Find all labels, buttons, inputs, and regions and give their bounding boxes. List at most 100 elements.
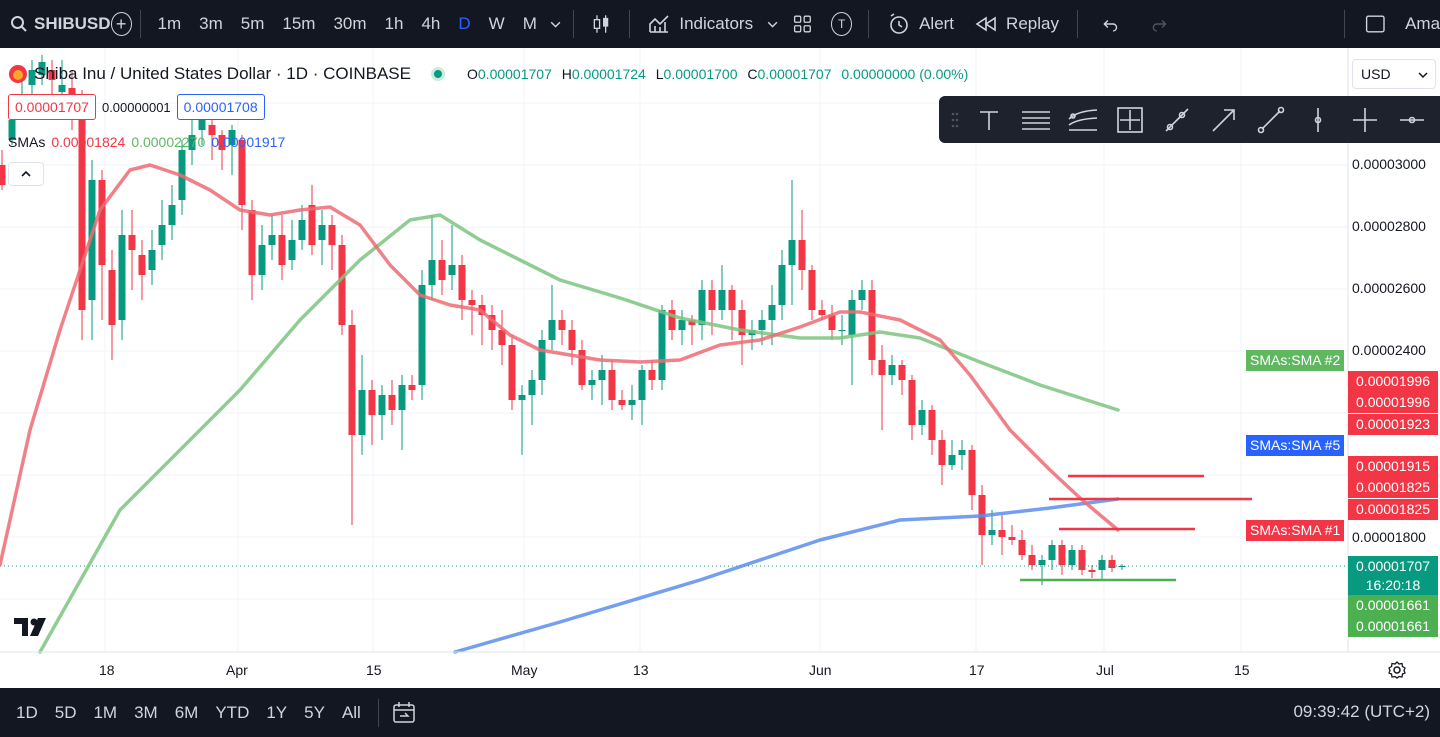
alert-button[interactable]: Alert (877, 12, 964, 36)
candle-body (368, 390, 376, 415)
trendline-icon[interactable] (1247, 96, 1294, 143)
tf-m[interactable]: M (522, 14, 537, 33)
candle-body (468, 300, 476, 305)
symbol-search[interactable]: SHIBUSD (0, 14, 111, 34)
tf-w[interactable]: W (488, 14, 505, 33)
tf-1h[interactable]: 1h (384, 14, 404, 33)
candle-body (768, 305, 776, 320)
candle-body (138, 255, 146, 275)
price-chart[interactable] (0, 48, 1440, 688)
indicators-label: Indicators (679, 14, 754, 33)
candle-body (1118, 566, 1126, 567)
tf-30m[interactable]: 30m (333, 14, 367, 33)
fib-grid-icon[interactable] (1106, 96, 1153, 143)
sma-value-1: 0.00001824 (51, 134, 126, 150)
symbol-legend[interactable]: Shiba Inu / United States Dollar · 1D · … (8, 64, 968, 84)
collapse-legend-button[interactable] (8, 162, 44, 186)
crosshair-line-icon[interactable] (1341, 96, 1388, 143)
range-5y[interactable]: 5Y (304, 702, 325, 722)
candle-body (668, 310, 676, 330)
candle-body (648, 370, 656, 380)
low-value: 0.00001700 (663, 66, 738, 82)
chevron-down-icon[interactable] (763, 13, 782, 35)
vertical-line-icon[interactable] (1294, 96, 1341, 143)
tf-15m[interactable]: 15m (282, 14, 316, 33)
buy-sell-panel: 0.00001707 0.00000001 0.00001708 (8, 94, 265, 120)
range-1m[interactable]: 1M (93, 702, 118, 722)
tf-4h[interactable]: 4h (421, 14, 441, 33)
range-1y[interactable]: 1Y (266, 702, 288, 722)
ohlc-values: O0.00001707 H0.00001724 L0.00001700 C0.0… (467, 66, 969, 82)
parallel-channel-icon[interactable] (1059, 96, 1106, 143)
undo-icon[interactable] (1100, 12, 1121, 36)
tf-d[interactable]: D (458, 14, 471, 33)
range-1d[interactable]: 1D (16, 702, 38, 722)
candle-body (228, 130, 236, 145)
candle-body (528, 380, 536, 395)
indicators-button[interactable]: Indicators (637, 12, 763, 36)
sma-tag-2[interactable]: SMAs:SMA #2 (1246, 350, 1345, 371)
candle-body (1068, 550, 1076, 565)
text-icon[interactable] (965, 96, 1012, 143)
redo-icon[interactable] (1149, 12, 1170, 36)
currency-select[interactable]: USD (1352, 59, 1436, 89)
utc-clock[interactable]: 09:39:42 (UTC+2) (1293, 702, 1430, 721)
candle-body (1018, 540, 1026, 555)
candle-body (558, 320, 566, 330)
ray-icon[interactable] (1153, 96, 1200, 143)
tradingview-logo-icon[interactable] (14, 616, 52, 638)
candle-body (618, 400, 626, 405)
candle-body (88, 180, 96, 300)
sma-tag-1[interactable]: SMAs:SMA #1 (1246, 520, 1345, 541)
arrow-icon[interactable] (1200, 96, 1247, 143)
candle-body (968, 450, 976, 495)
candle-body (0, 165, 6, 185)
chevron-down-icon[interactable] (546, 13, 565, 35)
fullscreen-icon[interactable] (1364, 11, 1387, 37)
bottom-toolbar: 1D 5D 1M 3M 6M YTD 1Y 5Y All 09:39:42 (U… (0, 688, 1440, 737)
candles-icon[interactable] (590, 11, 613, 37)
divider (377, 698, 379, 727)
price-tick: 0.00001800 (1352, 529, 1426, 545)
range-5d[interactable]: 5D (54, 702, 77, 722)
range-all[interactable]: All (341, 702, 361, 722)
compare-plus-icon[interactable]: + (110, 12, 132, 36)
price-label-hline: 0.00001915 (1348, 456, 1438, 477)
user-drawings (1020, 474, 1252, 582)
horizontal-ray-icon[interactable] (1388, 96, 1435, 143)
change-value: 0.00000000 (0.00%) (841, 66, 969, 82)
tf-5m[interactable]: 5m (240, 14, 265, 33)
layout-grid-icon[interactable] (792, 12, 813, 36)
sell-price-button[interactable]: 0.00001707 (8, 94, 96, 120)
price-label-support: 0.00001661 (1348, 595, 1438, 616)
candle-body (398, 385, 406, 410)
price-tick: 0.00003000 (1352, 156, 1426, 172)
templates-icon[interactable]: T (831, 12, 853, 36)
sma-1-line (0, 163, 1120, 567)
candle-body (628, 400, 636, 405)
sma-tag-5[interactable]: SMAs:SMA #5 (1246, 435, 1345, 456)
sma-legend[interactable]: SMAs 0.00001824 0.00002270 0.00001917 (8, 134, 285, 150)
symbol-title: Shiba Inu / United States Dollar · 1D · … (34, 64, 411, 83)
buy-price-button[interactable]: 0.00001708 (176, 94, 265, 120)
drag-handle-icon[interactable] (945, 96, 965, 143)
partial-label[interactable]: Ama (1405, 14, 1440, 33)
candle-body (38, 62, 46, 75)
price-tick: 0.00002800 (1352, 218, 1426, 234)
divider (868, 10, 870, 38)
candle-body (438, 260, 446, 280)
tf-3m[interactable]: 3m (199, 14, 223, 33)
horizontal-lines-icon[interactable] (1012, 96, 1059, 143)
candle-body (848, 300, 856, 335)
candle-body (278, 235, 286, 265)
settings-gear-icon[interactable] (1387, 660, 1407, 680)
candle-body (708, 290, 716, 310)
range-ytd[interactable]: YTD (215, 702, 250, 722)
range-6m[interactable]: 6M (174, 702, 199, 722)
tf-1m[interactable]: 1m (157, 14, 182, 33)
replay-button[interactable]: Replay (964, 12, 1069, 36)
calendar-range-icon[interactable] (391, 700, 417, 726)
range-3m[interactable]: 3M (134, 702, 158, 722)
candle-body (288, 240, 296, 260)
candle-body (908, 380, 916, 425)
